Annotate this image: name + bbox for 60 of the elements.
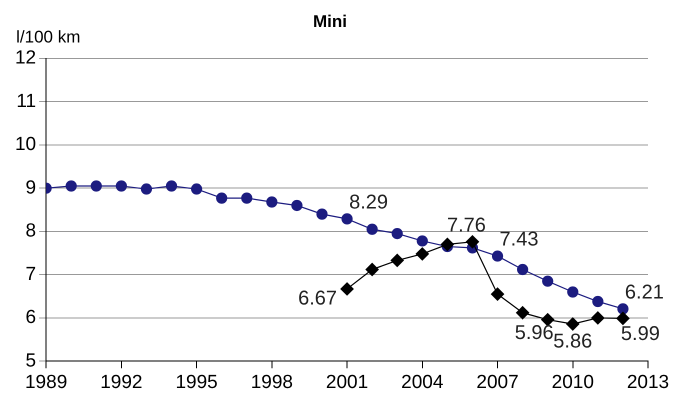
y-tick-label: 8 [26,220,36,242]
point [517,264,528,276]
y-tick-label: 9 [26,177,36,198]
y-tick-label: 5 [26,350,36,372]
point [591,311,604,325]
point [366,224,378,235]
point [140,183,152,195]
data-label: 6.67 [298,287,338,310]
point [617,303,629,314]
point [390,254,404,268]
data-label: 7.43 [500,228,538,251]
data-label: 5.96 [514,322,554,344]
y-tick-label: 6 [26,307,36,328]
point [541,313,554,326]
point [216,192,228,204]
x-tick-label: 1989 [24,372,68,393]
point [542,276,554,287]
data-label: 8.29 [349,191,388,214]
point [416,235,428,247]
point [566,317,580,331]
data-label: 5.86 [553,330,592,353]
point [490,288,504,301]
y-tick-label: 11 [16,90,36,112]
point [341,213,353,224]
data-label: 6.21 [624,281,664,304]
x-tick-label: 1995 [175,372,218,393]
point [191,183,202,195]
x-tick-label: 2010 [552,372,594,393]
point [416,247,429,261]
chart-title: Mini [313,12,347,31]
x-tick-label: 2007 [476,372,519,393]
point [66,180,77,192]
y-tick-label: 12 [14,48,36,69]
point [366,262,379,276]
x-tick-label: 2004 [401,372,444,393]
point [90,180,102,192]
data-label: 5.99 [620,322,660,345]
point [116,180,127,192]
point [466,235,480,248]
point [392,228,403,240]
point [516,306,530,320]
y-tick-label: 7 [26,264,36,285]
point [241,192,252,204]
point [616,312,630,325]
point [567,286,578,298]
x-tick-label: 2001 [326,372,368,393]
y-axis-title: l/100 km [16,28,80,47]
point [340,282,354,296]
point [592,296,604,308]
data-label: 7.76 [446,214,486,236]
y-tick-label: 10 [14,134,36,156]
x-tick-label: 2013 [626,372,670,393]
point [266,196,278,208]
x-tick-label: 1998 [250,372,293,393]
x-tick-label: 1992 [100,372,143,393]
point [440,238,454,252]
point [291,200,303,212]
point [166,180,178,192]
point [316,208,328,220]
point [492,250,504,262]
